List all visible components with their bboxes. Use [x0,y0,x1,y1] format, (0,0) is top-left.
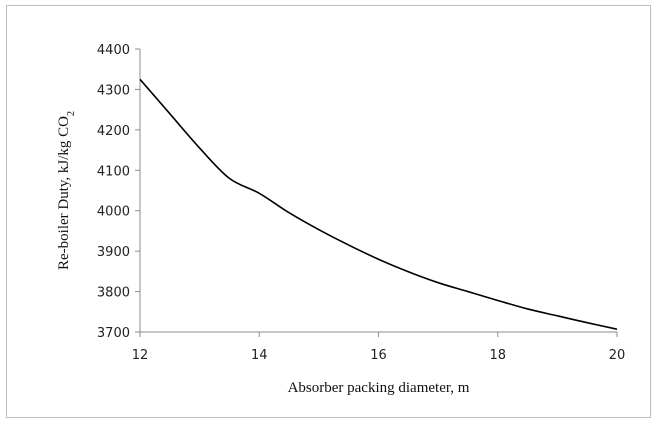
x-axis-title: Absorber packing diameter, m [288,380,470,396]
y-tick-label: 3800 [97,286,130,301]
y-tick-label: 4300 [97,83,130,98]
y-axis-title: Re-boiler Duty, kJ/kg CO2 [56,111,77,270]
y-tick-label: 4100 [97,164,130,179]
y-tick-label: 3900 [97,245,130,260]
series-line [139,78,618,330]
x-tick-label: 18 [489,348,506,363]
x-tick-label: 16 [370,348,387,363]
chart-frame [6,5,651,418]
y-tick-label: 3700 [97,326,130,341]
x-tick-label: 20 [609,348,626,363]
series-layer [139,78,618,330]
y-axis-title-subscript: 2 [66,111,77,116]
x-axis-ticks: 12 14 16 18 20 [132,332,626,363]
y-tick-label: 4400 [97,43,130,58]
y-axis-ticks: 3700 3800 3900 4000 4100 4200 4300 4400 [97,43,140,341]
y-tick-label: 4200 [97,124,130,139]
y-axis-title-main: Re-boiler Duty, kJ/kg CO [56,116,72,270]
x-tick-label: 14 [251,348,268,363]
x-tick-label: 12 [132,348,149,363]
y-tick-label: 4000 [97,205,130,220]
